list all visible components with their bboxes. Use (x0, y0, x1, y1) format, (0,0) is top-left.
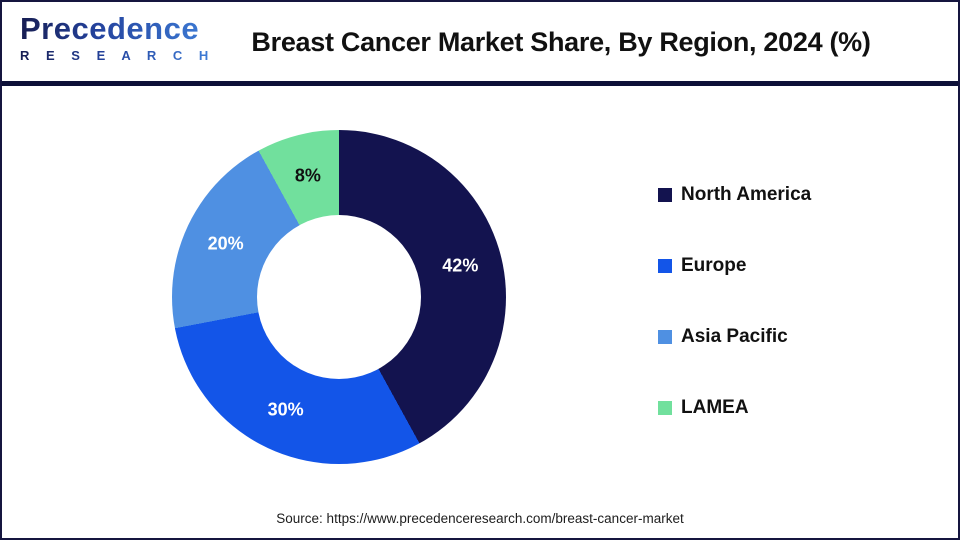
slice-label-north-america: 42% (442, 255, 479, 276)
header-divider (2, 81, 958, 86)
chart-title: Breast Cancer Market Share, By Region, 2… (251, 27, 871, 57)
slice-label-lamea: 8% (294, 165, 321, 186)
slice-label-europe: 30% (267, 399, 304, 420)
legend-label: LAMEA (681, 397, 749, 418)
logo-wordmark: Precedence (20, 12, 215, 46)
legend-swatch-europe (658, 259, 672, 273)
slice-label-asia-pacific: 20% (207, 233, 244, 254)
legend-item-europe: Europe (658, 255, 811, 277)
legend-swatch-lamea (658, 401, 672, 415)
donut-hole (257, 215, 421, 379)
legend-item-lamea: LAMEA (658, 397, 811, 419)
legend-label: Asia Pacific (681, 326, 788, 347)
source-attribution: Source: https://www.precedenceresearch.c… (276, 511, 684, 526)
legend-item-north-america: North America (658, 184, 811, 206)
logo-subtitle: R E S E A R C H (20, 47, 215, 63)
legend-label: North America (681, 184, 812, 205)
legend-item-asia-pacific: Asia Pacific (658, 326, 811, 348)
legend-swatch-asia-pacific (658, 330, 672, 344)
chart-legend: North America Europe Asia Pacific LAMEA (658, 184, 811, 419)
legend-swatch-north-america (658, 188, 672, 202)
precedence-research-logo: Precedence R E S E A R C H (20, 12, 215, 63)
legend-label: Europe (681, 255, 747, 276)
donut-chart: 42% 30% 20% 8% (172, 130, 506, 464)
